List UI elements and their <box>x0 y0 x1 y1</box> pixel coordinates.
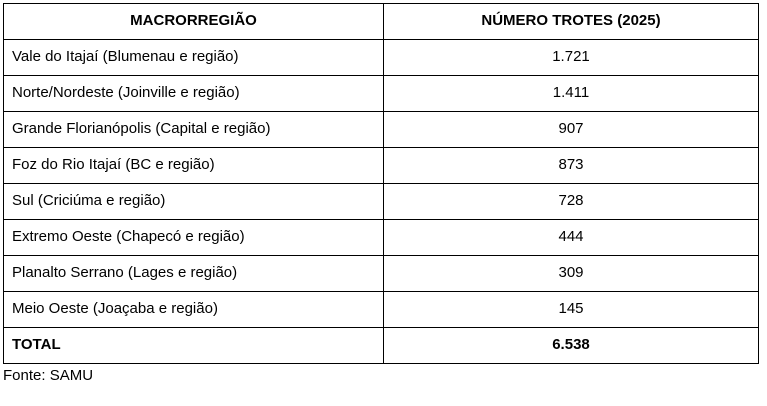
total-label-cell: TOTAL <box>3 327 384 364</box>
header-numero-trotes: NÚMERO TROTES (2025) <box>383 3 759 40</box>
source-caption: Fonte: SAMU <box>3 367 94 384</box>
table-row: Planalto Serrano (Lages e região) 309 <box>3 255 759 292</box>
count-cell: 1.411 <box>383 75 759 112</box>
region-cell: Meio Oeste (Joaçaba e região) <box>3 291 384 328</box>
table-row: Foz do Rio Itajaí (BC e região) 873 <box>3 147 759 184</box>
table-row: Grande Florianópolis (Capital e região) … <box>3 111 759 148</box>
header-row: MACRORREGIÃO NÚMERO TROTES (2025) <box>3 3 759 40</box>
table-row: Extremo Oeste (Chapecó e região) 444 <box>3 219 759 256</box>
page: MACRORREGIÃO NÚMERO TROTES (2025) Vale d… <box>3 3 759 384</box>
header-macrorregiao: MACRORREGIÃO <box>3 3 384 40</box>
table-row: Vale do Itajaí (Blumenau e região) 1.721 <box>3 39 759 76</box>
count-cell: 907 <box>383 111 759 148</box>
count-cell: 145 <box>383 291 759 328</box>
count-cell: 1.721 <box>383 39 759 76</box>
trotes-table: MACRORREGIÃO NÚMERO TROTES (2025) Vale d… <box>3 3 759 364</box>
table-row: Sul (Criciúma e região) 728 <box>3 183 759 220</box>
region-cell: Grande Florianópolis (Capital e região) <box>3 111 384 148</box>
total-row: TOTAL 6.538 <box>3 327 759 364</box>
count-cell: 444 <box>383 219 759 256</box>
region-cell: Foz do Rio Itajaí (BC e região) <box>3 147 384 184</box>
region-cell: Vale do Itajaí (Blumenau e região) <box>3 39 384 76</box>
region-cell: Planalto Serrano (Lages e região) <box>3 255 384 292</box>
region-cell: Norte/Nordeste (Joinville e região) <box>3 75 384 112</box>
table-row: Meio Oeste (Joaçaba e região) 145 <box>3 291 759 328</box>
count-cell: 873 <box>383 147 759 184</box>
table-row: Norte/Nordeste (Joinville e região) 1.41… <box>3 75 759 112</box>
region-cell: Sul (Criciúma e região) <box>3 183 384 220</box>
region-cell: Extremo Oeste (Chapecó e região) <box>3 219 384 256</box>
count-cell: 309 <box>383 255 759 292</box>
total-count-cell: 6.538 <box>383 327 759 364</box>
count-cell: 728 <box>383 183 759 220</box>
